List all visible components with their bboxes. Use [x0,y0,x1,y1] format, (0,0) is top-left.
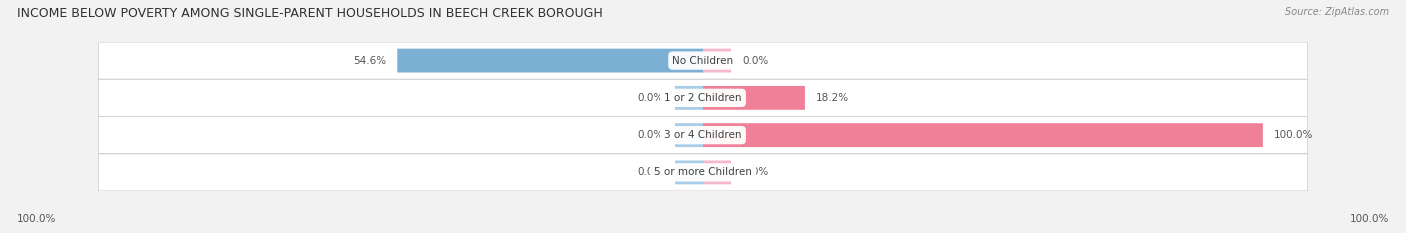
FancyBboxPatch shape [98,79,1308,116]
Text: Source: ZipAtlas.com: Source: ZipAtlas.com [1285,7,1389,17]
FancyBboxPatch shape [703,123,1263,147]
Text: 18.2%: 18.2% [815,93,849,103]
FancyBboxPatch shape [98,154,1308,191]
FancyBboxPatch shape [675,86,703,110]
FancyBboxPatch shape [398,49,703,72]
FancyBboxPatch shape [703,161,731,184]
Text: 0.0%: 0.0% [637,93,664,103]
Text: 0.0%: 0.0% [637,168,664,177]
FancyBboxPatch shape [703,86,806,110]
Text: 5 or more Children: 5 or more Children [654,168,752,177]
Text: No Children: No Children [672,56,734,65]
Text: 3 or 4 Children: 3 or 4 Children [664,130,742,140]
Text: 1 or 2 Children: 1 or 2 Children [664,93,742,103]
Text: 54.6%: 54.6% [353,56,387,65]
FancyBboxPatch shape [675,161,703,184]
FancyBboxPatch shape [98,42,1308,79]
Text: 0.0%: 0.0% [742,56,769,65]
Text: 100.0%: 100.0% [17,214,56,224]
Text: 0.0%: 0.0% [637,130,664,140]
FancyBboxPatch shape [703,49,731,72]
Text: INCOME BELOW POVERTY AMONG SINGLE-PARENT HOUSEHOLDS IN BEECH CREEK BOROUGH: INCOME BELOW POVERTY AMONG SINGLE-PARENT… [17,7,603,20]
Text: 100.0%: 100.0% [1350,214,1389,224]
FancyBboxPatch shape [98,117,1308,154]
FancyBboxPatch shape [675,123,703,147]
Text: 0.0%: 0.0% [742,168,769,177]
Text: 100.0%: 100.0% [1274,130,1313,140]
